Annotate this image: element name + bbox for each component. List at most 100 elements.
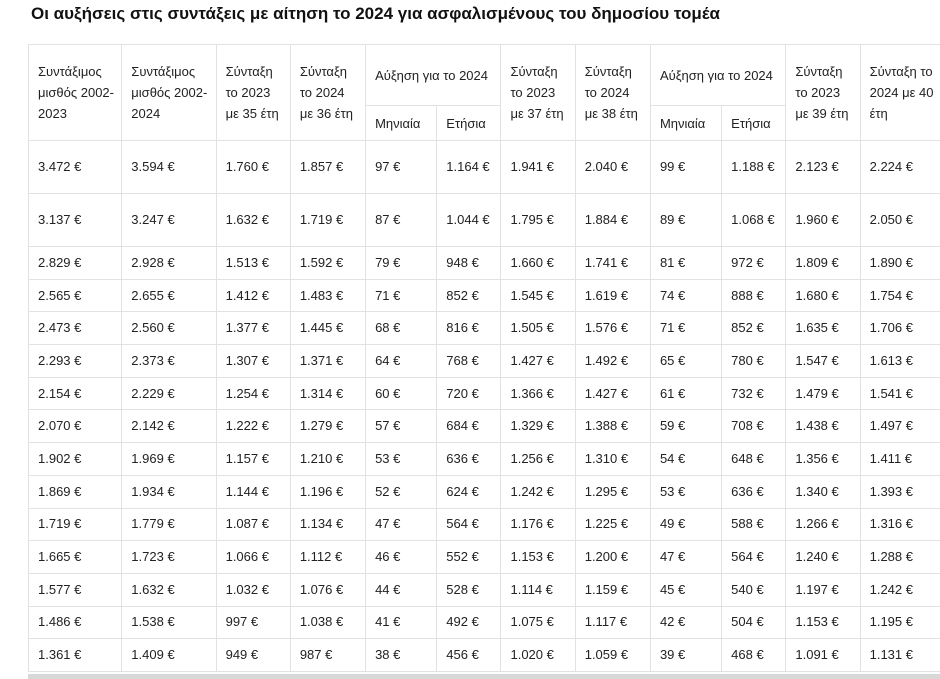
table-cell: 987 € xyxy=(289,638,367,672)
table-cell: 1.134 € xyxy=(289,507,367,542)
table-cell: 1.577 € xyxy=(28,572,123,607)
table-cell: 1.409 € xyxy=(121,638,217,672)
horizontal-scrollbar[interactable] xyxy=(28,674,940,679)
table-cell: 1.164 € xyxy=(436,140,502,194)
table-cell: 2.373 € xyxy=(121,344,217,378)
table-cell: 1.857 € xyxy=(289,140,367,194)
table-cell: 42 € xyxy=(649,605,723,640)
table-cell: 1.538 € xyxy=(121,605,217,640)
table-cell: 1.377 € xyxy=(215,311,291,346)
table-cell: 1.044 € xyxy=(436,193,502,247)
header-pension-2024-38: Σύνταξη το 2024 με 38 έτη xyxy=(574,44,651,141)
table-cell: 97 € xyxy=(365,140,438,194)
table-cell: 540 € xyxy=(721,572,787,607)
table-cell: 456 € xyxy=(436,638,502,672)
table-cell: 53 € xyxy=(365,442,438,476)
table-cell: 38 € xyxy=(365,638,438,672)
table-cell: 52 € xyxy=(365,474,438,509)
table-cell: 708 € xyxy=(721,409,787,444)
table-cell: 1.613 € xyxy=(859,344,940,378)
table-cell: 1.779 € xyxy=(121,507,217,542)
table-cell: 1.576 € xyxy=(574,311,651,346)
table-cell: 1.592 € xyxy=(289,246,367,280)
table-cell: 1.513 € xyxy=(215,246,291,280)
table-cell: 1.884 € xyxy=(574,193,651,247)
table-cell: 1.960 € xyxy=(785,193,861,247)
table-row: 2.070 €2.142 €1.222 €1.279 €57 €684 €1.3… xyxy=(28,409,940,444)
table-cell: 2.565 € xyxy=(28,278,123,313)
table-cell: 1.038 € xyxy=(289,605,367,640)
table-cell: 780 € xyxy=(721,344,787,378)
table-cell: 74 € xyxy=(649,278,723,313)
table-cell: 1.195 € xyxy=(859,605,940,640)
table-body: 3.472 €3.594 €1.760 €1.857 €97 €1.164 €1… xyxy=(28,140,940,672)
table-row: 3.472 €3.594 €1.760 €1.857 €97 €1.164 €1… xyxy=(28,140,940,194)
table-cell: 1.545 € xyxy=(500,278,576,313)
table-cell: 1.144 € xyxy=(215,474,291,509)
table-row: 1.665 €1.723 €1.066 €1.112 €46 €552 €1.1… xyxy=(28,540,940,574)
table-cell: 1.869 € xyxy=(28,474,123,509)
table-row: 1.361 €1.409 €949 €987 €38 €456 €1.020 €… xyxy=(28,638,940,672)
table-cell: 1.934 € xyxy=(121,474,217,509)
table-row: 2.829 €2.928 €1.513 €1.592 €79 €948 €1.6… xyxy=(28,246,940,280)
table-cell: 64 € xyxy=(365,344,438,378)
table-cell: 1.660 € xyxy=(500,246,576,280)
table-cell: 1.254 € xyxy=(215,376,291,411)
table-cell: 1.427 € xyxy=(574,376,651,411)
table-cell: 1.635 € xyxy=(785,311,861,346)
table-cell: 1.445 € xyxy=(289,311,367,346)
table-cell: 2.829 € xyxy=(28,246,123,280)
table-cell: 2.142 € xyxy=(121,409,217,444)
table-cell: 1.279 € xyxy=(289,409,367,444)
table-cell: 636 € xyxy=(436,442,502,476)
table-cell: 1.266 € xyxy=(785,507,861,542)
table-cell: 1.632 € xyxy=(121,572,217,607)
table-cell: 720 € xyxy=(436,376,502,411)
header-increase-group-1: Αύξηση για το 2024 xyxy=(365,44,502,106)
table-cell: 1.307 € xyxy=(215,344,291,378)
table-cell: 1.256 € xyxy=(500,442,576,476)
table-cell: 39 € xyxy=(649,638,723,672)
table-cell: 528 € xyxy=(436,572,502,607)
table-cell: 1.131 € xyxy=(859,638,940,672)
table-cell: 41 € xyxy=(365,605,438,640)
table-cell: 1.197 € xyxy=(785,572,861,607)
header-pension-2023-37: Σύνταξη το 2023 με 37 έτη xyxy=(500,44,576,141)
table-row: 3.137 €3.247 €1.632 €1.719 €87 €1.044 €1… xyxy=(28,193,940,247)
table-cell: 852 € xyxy=(436,278,502,313)
table-cell: 1.176 € xyxy=(500,507,576,542)
table-cell: 71 € xyxy=(365,278,438,313)
table-cell: 1.371 € xyxy=(289,344,367,378)
table-cell: 1.723 € xyxy=(121,540,217,574)
table-cell: 684 € xyxy=(436,409,502,444)
table-cell: 888 € xyxy=(721,278,787,313)
table-row: 1.719 €1.779 €1.087 €1.134 €47 €564 €1.1… xyxy=(28,507,940,542)
table-cell: 1.329 € xyxy=(500,409,576,444)
table-cell: 1.505 € xyxy=(500,311,576,346)
table-cell: 1.479 € xyxy=(785,376,861,411)
table-cell: 636 € xyxy=(721,474,787,509)
table-cell: 3.594 € xyxy=(121,140,217,194)
table-cell: 1.310 € xyxy=(574,442,651,476)
table-cell: 2.928 € xyxy=(121,246,217,280)
table-cell: 564 € xyxy=(436,507,502,542)
table-cell: 1.157 € xyxy=(215,442,291,476)
pension-increase-table: Συντάξιμος μισθός 2002-2023 Συντάξιμος μ… xyxy=(28,44,940,672)
table-cell: 1.393 € xyxy=(859,474,940,509)
table-cell: 2.224 € xyxy=(859,140,940,194)
table-cell: 1.225 € xyxy=(574,507,651,542)
table-cell: 1.117 € xyxy=(574,605,651,640)
table-cell: 47 € xyxy=(365,507,438,542)
table-cell: 1.795 € xyxy=(500,193,576,247)
table-cell: 1.222 € xyxy=(215,409,291,444)
table-cell: 1.412 € xyxy=(215,278,291,313)
table-cell: 552 € xyxy=(436,540,502,574)
table-cell: 852 € xyxy=(721,311,787,346)
table-cell: 949 € xyxy=(215,638,291,672)
table-cell: 1.314 € xyxy=(289,376,367,411)
table-cell: 816 € xyxy=(436,311,502,346)
table-cell: 2.560 € xyxy=(121,311,217,346)
pension-table-container[interactable]: Συντάξιμος μισθός 2002-2023 Συντάξιμος μ… xyxy=(28,44,940,678)
table-cell: 588 € xyxy=(721,507,787,542)
table-cell: 2.050 € xyxy=(859,193,940,247)
